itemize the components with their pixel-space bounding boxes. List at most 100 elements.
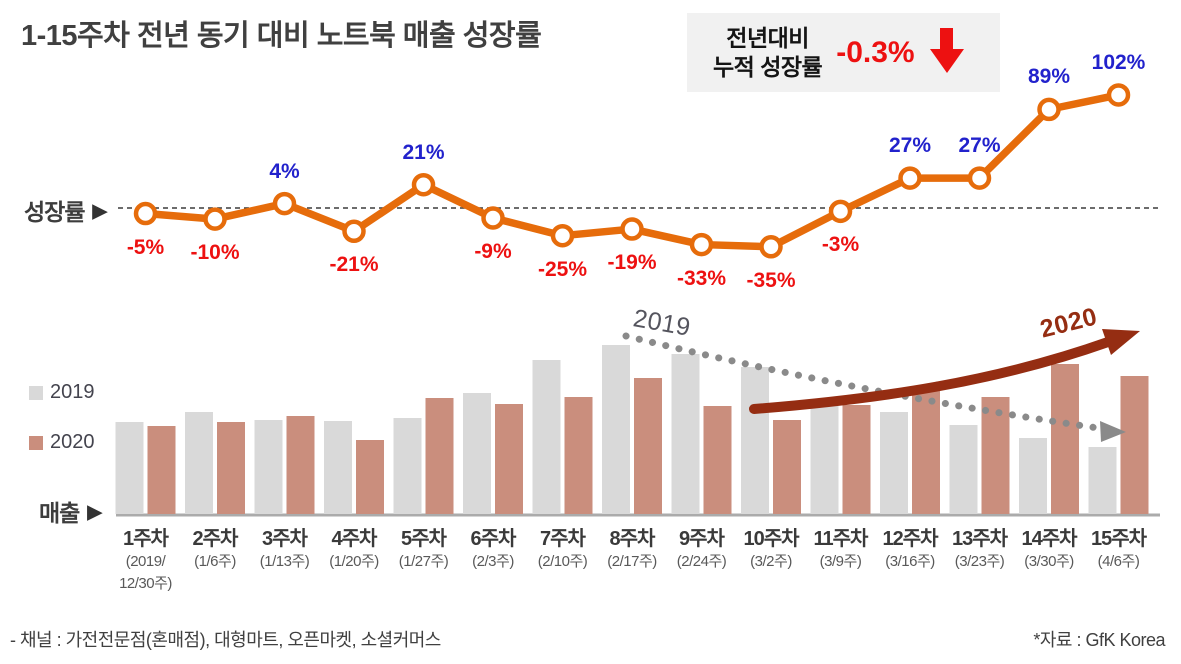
growth-label-w12: 27% — [888, 134, 932, 158]
date-label-w12: (3/16주) — [885, 553, 935, 570]
bar-2019-w4 — [324, 421, 352, 514]
growth-marker-w5 — [411, 172, 436, 197]
bar-2020-w13 — [981, 397, 1010, 514]
up-trend-arrow — [749, 337, 1113, 414]
growth-label-w11: -3% — [821, 233, 860, 257]
bar-2020-w3 — [286, 416, 315, 514]
date-label-w7: (2/10주) — [537, 553, 588, 570]
bar-2020-w12 — [912, 390, 940, 514]
bar-2019-w3 — [254, 420, 283, 514]
right-triangle-icon: ▶ — [92, 200, 107, 222]
date-label-w2: (1/6주) — [194, 553, 236, 570]
bar-2019-w13 — [949, 425, 978, 514]
date-label-w13: (3/23주) — [954, 553, 1005, 570]
date-label-w11: (3/9주) — [819, 553, 862, 570]
growth-marker-w3 — [272, 191, 297, 216]
bar-2020-w4 — [356, 440, 384, 514]
growth-label-w7: -25% — [537, 257, 588, 281]
growth-label-w4: -21% — [329, 253, 379, 277]
bar-2020-w1 — [147, 426, 176, 514]
week-label-w6: 6주차 — [470, 528, 517, 550]
source-note: *자료 : GfK Korea — [1033, 630, 1165, 650]
legend-item-2019: 2019 — [29, 381, 95, 404]
bar-2020-w11 — [842, 405, 871, 514]
growth-marker-w14 — [1037, 97, 1061, 122]
week-label-w12: 12주차 — [882, 528, 938, 550]
week-label-w7: 7주차 — [540, 528, 586, 550]
bar-2019-w1 — [115, 422, 144, 514]
growth-marker-w15 — [1106, 83, 1131, 107]
bar-2019-w8 — [602, 345, 630, 514]
date-label-w8: (2/17주) — [607, 553, 657, 570]
date-label-w3: (1/13주) — [259, 553, 310, 570]
legend-label-2019: 2019 — [50, 381, 95, 403]
cumulative-growth-box: 전년대비 누적 성장률 -0.3% — [687, 13, 1000, 92]
growth-label-w3: 4% — [269, 159, 300, 183]
cumulative-growth-value: -0.3% — [836, 35, 915, 69]
week-label-w11: 11주차 — [813, 528, 869, 550]
growth-marker-w6 — [481, 206, 505, 230]
bar-2020-w2 — [217, 422, 245, 514]
legend-item-2020: 2020 — [29, 431, 95, 454]
date-label-w5: (1/27주) — [398, 553, 449, 570]
growth-marker-w1 — [133, 201, 158, 226]
legend-label-2020: 2020 — [50, 431, 95, 453]
bar-2020-w14 — [1051, 364, 1079, 514]
down-trend-arrowhead — [1100, 421, 1126, 442]
growth-marker-w7 — [550, 223, 575, 248]
growth-label-w2: -10% — [190, 241, 240, 265]
bar-2020-w5 — [425, 398, 454, 514]
growth-label-w14: 89% — [1027, 65, 1071, 89]
growth-label-w9: -33% — [676, 266, 727, 290]
sales-axis-text: 매출 — [39, 500, 80, 526]
bar-2020-w15 — [1120, 376, 1149, 514]
growth-axis-label: 성장률 ▶ — [24, 193, 107, 227]
bar-2019-w12 — [880, 412, 908, 514]
growth-label-w15: 102% — [1091, 50, 1146, 74]
page-title: 1-15주차 전년 동기 대비 노트북 매출 성장률 — [21, 20, 542, 52]
sales-axis-label: 매출 ▶ — [39, 494, 102, 528]
week-label-w2: 2주차 — [192, 528, 239, 550]
week-label-w15: 15주차 — [1090, 528, 1147, 550]
date-label-w9: (2/24주) — [676, 553, 727, 570]
cumulative-growth-label: 전년대비 누적 성장률 — [713, 25, 823, 80]
growth-marker-w13 — [967, 166, 992, 190]
legend-swatch-2019 — [29, 385, 43, 400]
growth-marker-w10 — [759, 235, 783, 259]
week-label-w9: 9주차 — [679, 528, 725, 550]
up-trend-arrowhead — [1102, 329, 1140, 355]
week-label-w4: 4주차 — [331, 528, 378, 550]
week-label-w14: 14주차 — [1021, 528, 1077, 550]
bar-2019-w9 — [671, 354, 700, 514]
growth-label-w8: -19% — [607, 251, 657, 275]
week-label-w3: 3주차 — [262, 528, 308, 550]
bar-2019-w2 — [185, 412, 213, 514]
growth-marker-w12 — [898, 166, 922, 190]
bar-2020-w7 — [564, 397, 593, 514]
growth-label-w5: 21% — [402, 140, 445, 164]
right-triangle-icon: ▶ — [87, 501, 102, 523]
bar-2019-w15 — [1088, 447, 1117, 514]
growth-marker-w11 — [828, 199, 853, 224]
red-down-arrow-icon — [929, 27, 965, 79]
bar-2020-w6 — [495, 404, 523, 514]
bar-2019-w7 — [532, 360, 561, 514]
growth-marker-w2 — [203, 207, 227, 231]
bar-2019-w14 — [1019, 438, 1047, 514]
down-trend-arrow — [622, 332, 1102, 432]
week-label-w10: 10주차 — [743, 528, 799, 550]
bar-2020-w10 — [773, 420, 801, 514]
date-label-w14: (3/30주) — [1024, 553, 1074, 570]
bar-2019-w10 — [741, 367, 769, 514]
growth-label-w13: 27% — [958, 134, 1001, 158]
date-label-w4: (1/20주) — [329, 553, 379, 570]
bar-2019-w6 — [463, 393, 491, 514]
growth-axis-text: 성장률 — [24, 199, 85, 225]
channel-note: - 채널 : 가전전문점(혼매점), 대형마트, 오픈마켓, 소셜커머스 — [10, 630, 441, 650]
growth-marker-w4 — [342, 219, 366, 244]
legend-swatch-2020 — [29, 435, 43, 450]
growth-marker-w8 — [620, 217, 644, 241]
growth-label-w6: -9% — [474, 239, 512, 263]
